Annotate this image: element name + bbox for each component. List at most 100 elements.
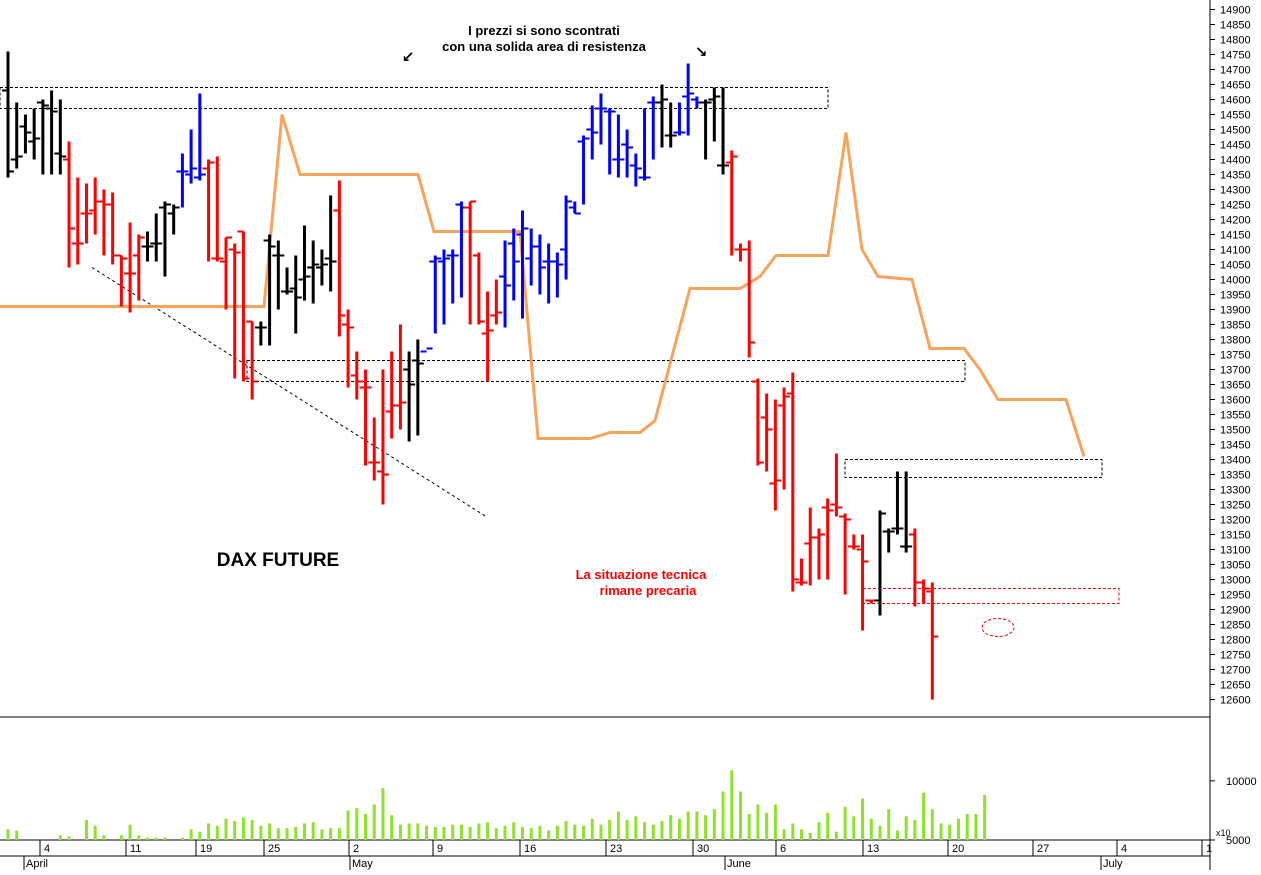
ohlc-bar xyxy=(185,129,198,184)
volume-bar xyxy=(747,813,751,840)
y-tick-label: 13950 xyxy=(1220,290,1251,302)
ohlc-bar xyxy=(193,93,206,181)
volume-bar xyxy=(773,804,777,840)
ohlc-bar xyxy=(717,87,730,175)
volume-bar xyxy=(529,828,533,840)
ohlc-bar xyxy=(220,236,232,310)
ohlc-bar xyxy=(725,150,738,256)
volume-bar xyxy=(215,825,219,840)
volume-bar xyxy=(834,831,838,840)
volume-bar xyxy=(913,819,917,840)
arrow-down-left-icon: ↙ xyxy=(402,49,415,66)
ohlc-bar xyxy=(769,399,782,511)
y-tick-label: 12650 xyxy=(1220,680,1251,692)
annotation-resistance-line2: con una solida area di resistenza xyxy=(442,39,647,54)
y-tick-label: 13900 xyxy=(1220,305,1251,317)
ohlc-bar xyxy=(132,234,145,301)
low-circle-mark xyxy=(981,618,1015,637)
volume-bar xyxy=(704,815,708,840)
ohlc-bar xyxy=(438,249,450,325)
ohlc-bar xyxy=(376,369,389,505)
ohlc-bar xyxy=(786,372,799,592)
x-month-label: April xyxy=(26,858,48,870)
volume-bar xyxy=(477,823,481,840)
volume-bar xyxy=(695,811,699,840)
x-day-label: 4 xyxy=(1121,843,1127,855)
y-tick-label: 13100 xyxy=(1220,545,1251,557)
ohlc-bar xyxy=(795,558,808,586)
volume-bar xyxy=(346,810,350,840)
y-tick-label: 13600 xyxy=(1220,395,1251,407)
ohlc-bar xyxy=(847,534,860,550)
y-tick-label: 13300 xyxy=(1220,485,1251,497)
ohlc-bar xyxy=(926,582,939,700)
volume-bar xyxy=(163,837,167,840)
volume-bar xyxy=(137,835,141,840)
volume-bar xyxy=(154,837,158,840)
ohlc-bar xyxy=(891,471,904,535)
volume-bar xyxy=(320,829,324,840)
volume-bar xyxy=(102,835,106,840)
y-tick-label: 13850 xyxy=(1220,320,1251,332)
x-day-label: 6 xyxy=(780,843,786,855)
volume-bar xyxy=(564,821,568,840)
y-tick-label: 14650 xyxy=(1220,80,1251,92)
volume-bar xyxy=(887,809,891,840)
volume-bar xyxy=(189,829,193,840)
y-tick-label: 13650 xyxy=(1220,380,1251,392)
volume-bar xyxy=(634,816,638,840)
volume-bar xyxy=(608,819,612,840)
ohlc-bar xyxy=(699,99,712,160)
x-day-label: 27 xyxy=(1037,843,1049,855)
ohlc-bar xyxy=(411,339,424,436)
y-tick-label: 12950 xyxy=(1220,590,1251,602)
ohlc-bar xyxy=(141,231,154,262)
ohlc-bar xyxy=(586,105,599,160)
ohlc-bar xyxy=(36,99,49,175)
volume-bar xyxy=(146,837,150,840)
volume-bar xyxy=(233,821,237,840)
x-day-label: 23 xyxy=(610,843,622,855)
volume-bar xyxy=(922,792,926,840)
volume-bar xyxy=(948,824,952,840)
volume-bar xyxy=(843,806,847,840)
ohlc-bar xyxy=(664,102,677,148)
volume-bar xyxy=(660,821,664,840)
ohlc-bar xyxy=(254,321,267,346)
chart-title: DAX FUTURE xyxy=(217,550,339,571)
y-tick-label: 13500 xyxy=(1220,425,1251,437)
x-day-label: 4 xyxy=(44,843,50,855)
volume-tick-label: 10000 xyxy=(1226,776,1257,788)
ohlc-bar xyxy=(839,513,852,595)
volume-bar xyxy=(817,822,821,840)
volume-bar xyxy=(808,832,812,840)
ohlc-bar xyxy=(63,141,76,268)
volume-bar xyxy=(520,826,524,840)
x-month-label: May xyxy=(352,858,373,870)
y-tick-label: 14800 xyxy=(1220,35,1251,47)
volume-bar xyxy=(259,825,263,840)
ohlc-bar xyxy=(54,99,67,175)
ohlc-bar xyxy=(420,347,433,353)
y-tick-label: 14250 xyxy=(1220,200,1251,212)
volume-bar xyxy=(547,830,551,840)
y-tick-label: 14050 xyxy=(1220,260,1251,272)
ohlc-bar xyxy=(568,201,581,215)
ohlc-bar xyxy=(289,255,302,334)
y-tick-label: 14550 xyxy=(1220,110,1251,122)
x-day-label: 2 xyxy=(353,843,359,855)
volume-axis-ticks: 5000 10000 xyxy=(1210,776,1257,847)
volume-bar xyxy=(965,813,969,840)
x-day-label: 20 xyxy=(952,843,964,855)
y-tick-label: 14450 xyxy=(1220,140,1251,152)
volume-bar xyxy=(207,823,211,840)
ohlc-bar xyxy=(472,252,485,325)
ohlc-bar xyxy=(10,102,23,169)
y-tick-label: 14150 xyxy=(1220,230,1251,242)
ohlc-bar xyxy=(612,114,625,178)
y-tick-label: 14100 xyxy=(1220,245,1251,257)
volume-bar xyxy=(294,826,298,840)
volume-bar xyxy=(939,823,943,840)
volume-bar xyxy=(459,824,463,840)
